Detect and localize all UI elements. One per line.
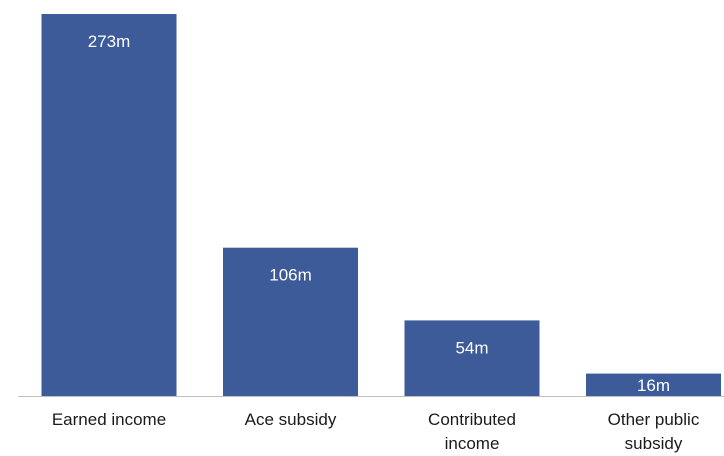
category-label-contributed-income: Contributed income bbox=[428, 410, 516, 453]
data-label-ace-subsidy: 106m bbox=[269, 266, 312, 285]
category-label-earned-income: Earned income bbox=[52, 410, 166, 429]
category-label-line: Earned income bbox=[52, 410, 166, 429]
bar-ace-subsidy bbox=[223, 247, 358, 396]
category-label-line: Other public bbox=[608, 410, 700, 429]
bar-earned-income bbox=[41, 14, 177, 396]
data-labels-group: 273m 106m 54m 16m bbox=[88, 32, 670, 395]
category-label-line: Contributed bbox=[428, 410, 516, 429]
bar-contributed-income bbox=[404, 320, 540, 396]
category-label-other-public-subsidy: Other public subsidy bbox=[608, 410, 700, 453]
category-labels-group: Earned income Ace subsidy Contributed incom… bbox=[52, 410, 700, 453]
category-label-line: subsidy bbox=[625, 434, 683, 453]
category-label-line: income bbox=[445, 434, 500, 453]
bars-group bbox=[41, 14, 721, 396]
data-label-other-public-subsidy: 16m bbox=[637, 376, 670, 395]
bar-other-public-subsidy bbox=[586, 373, 721, 396]
data-label-earned-income: 273m bbox=[88, 32, 131, 51]
category-label-ace-subsidy: Ace subsidy bbox=[245, 410, 337, 429]
data-label-contributed-income: 54m bbox=[455, 338, 488, 357]
category-label-line: Ace subsidy bbox=[245, 410, 337, 429]
